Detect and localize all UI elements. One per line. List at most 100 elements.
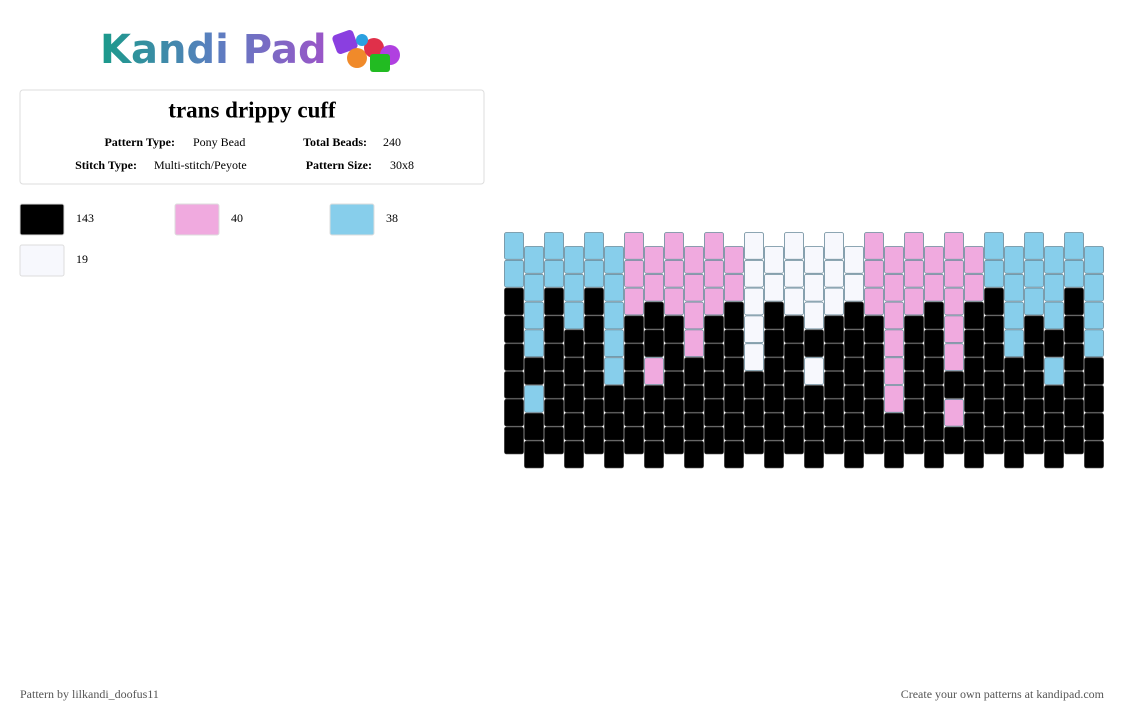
bead [604, 385, 624, 413]
bead [904, 232, 924, 260]
bead [664, 371, 684, 399]
bead [604, 246, 624, 274]
bead [544, 287, 564, 316]
bead [764, 357, 784, 385]
bead [984, 287, 1004, 316]
bead [1024, 315, 1044, 344]
bead [944, 343, 964, 371]
bead [744, 232, 764, 260]
legend-swatch [19, 203, 65, 236]
footer-link[interactable]: Create your own patterns at kandipad.com [901, 687, 1105, 701]
bead [584, 371, 604, 399]
bead [984, 343, 1004, 371]
bead [644, 301, 664, 330]
bead [524, 357, 544, 385]
bead [1044, 329, 1064, 358]
logo-text[interactable]: Kandi Pad [100, 27, 327, 73]
bead [664, 315, 684, 344]
bead [984, 232, 1004, 260]
bead [1004, 412, 1024, 441]
bead [1064, 259, 1084, 288]
bead [764, 246, 784, 274]
bead [564, 412, 584, 441]
bead [964, 246, 984, 274]
bead [504, 343, 524, 371]
bead [564, 357, 584, 385]
bead [564, 273, 584, 302]
bead [604, 412, 624, 441]
bead [524, 273, 544, 302]
field-value: Pony Bead [193, 135, 245, 149]
bead [724, 329, 744, 358]
bead [724, 301, 744, 330]
bead [704, 232, 724, 260]
bead [604, 440, 624, 469]
bead [564, 329, 584, 358]
bead [684, 273, 704, 302]
bead [944, 371, 964, 399]
bead [984, 426, 1004, 455]
bead [724, 412, 744, 441]
bead [1004, 357, 1024, 385]
bead [1044, 440, 1064, 469]
bead [1044, 385, 1064, 413]
bead [564, 440, 584, 469]
bead [644, 273, 664, 302]
bead [924, 385, 944, 413]
bead [684, 440, 704, 469]
bead [924, 329, 944, 358]
bead [624, 343, 644, 371]
bead [784, 232, 804, 260]
bead [904, 287, 924, 316]
bead [1064, 287, 1084, 316]
bead [824, 426, 844, 455]
bead [704, 259, 724, 288]
bead [584, 232, 604, 260]
bead [724, 357, 744, 385]
bead [824, 315, 844, 344]
bead [644, 246, 664, 274]
bead [624, 315, 644, 344]
field-label: Pattern Type: [104, 135, 175, 149]
bead [944, 232, 964, 260]
bead [1004, 301, 1024, 330]
legend-count: 143 [76, 211, 94, 225]
bead [844, 273, 864, 302]
bead [1024, 426, 1044, 455]
bead [1084, 440, 1104, 469]
bead [964, 385, 984, 413]
bead [1024, 259, 1044, 288]
bead [764, 273, 784, 302]
bead [784, 259, 804, 288]
bead [924, 301, 944, 330]
bead [504, 426, 524, 455]
bead [1024, 232, 1044, 260]
field-value: Multi-stitch/Peyote [154, 158, 247, 172]
bead [744, 343, 764, 371]
bead [964, 301, 984, 330]
bead [944, 426, 964, 455]
bead [804, 357, 824, 385]
bead [604, 357, 624, 385]
bead [844, 440, 864, 469]
bead [524, 246, 544, 274]
bead [904, 343, 924, 371]
bead [1024, 343, 1044, 371]
bead [924, 246, 944, 274]
bead [884, 357, 904, 385]
bead [864, 371, 884, 399]
bead [944, 259, 964, 288]
bead [664, 232, 684, 260]
bead [804, 329, 824, 358]
bead [584, 259, 604, 288]
bead [644, 440, 664, 469]
legend: 143 40 38 19 [19, 203, 398, 277]
bead [904, 398, 924, 427]
bead [1084, 246, 1104, 274]
bead [1064, 232, 1084, 260]
bead [804, 412, 824, 441]
info-box [19, 89, 485, 185]
bead [644, 329, 664, 358]
bead [784, 343, 804, 371]
bead [544, 426, 564, 455]
